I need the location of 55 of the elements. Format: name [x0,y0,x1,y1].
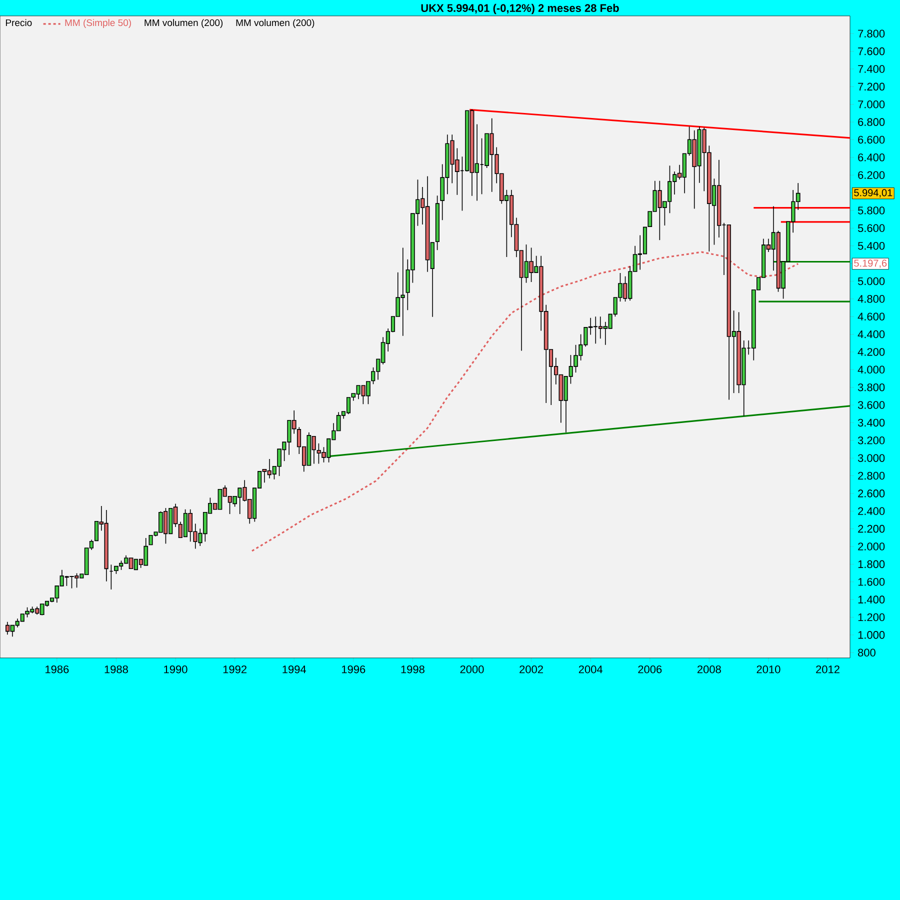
text: Precio [6,19,32,26]
y-tick-label: 2.600 [858,490,885,498]
y-tick-label: 4.800 [858,295,885,303]
y-tick-label: 1.200 [858,613,885,622]
x-tick-label: 2004 [578,665,602,674]
y-tick-label: 6.400 [858,154,885,162]
y-tick-label: 1.600 [858,578,885,586]
y-tick-label: 800 [858,648,876,657]
y-tick-label: 6.800 [858,118,885,126]
chart-title: UKX 5.994,01 (-0,12%) 2 meses 28 Feb [421,4,619,14]
x-tick-label: 2000 [460,665,484,674]
y-tick-label: 2.400 [858,507,885,516]
y-tick-label: 5.600 [858,224,885,232]
x-tick-label: 1994 [282,665,306,674]
x-tick-label: 1992 [223,665,246,674]
text: 5.994,01 [854,189,892,198]
y-tick-label: 1.800 [858,560,885,568]
annotation: MM volumen (200) [236,19,314,28]
y-tick-label: 7.200 [858,82,885,91]
x-tick-label: 2012 [816,665,840,674]
y-tick-label: 6.200 [858,171,885,179]
annotation: MM volumen (200) [144,19,223,28]
x-tick-label: 1988 [104,665,128,674]
y-tick-label: 7.600 [858,47,885,56]
y-tick-label: 3.400 [858,418,885,427]
y-tick-label: 6.600 [858,136,885,144]
y-tick-label: 4.600 [858,312,885,320]
y-tick-label: 1.400 [858,596,885,604]
x-tick-label: 1986 [46,665,69,674]
y-tick-label: 2.000 [858,542,885,550]
y-tick-label: 2.200 [858,524,885,533]
y-tick-label: 7.400 [858,65,885,73]
y-tick-label: 3.000 [858,454,885,462]
y-tick-label: 4.400 [858,330,885,338]
y-tick-label: 3.800 [858,383,885,392]
x-tick-label: 1998 [401,665,424,674]
x-tick-label: 2008 [697,665,721,674]
y-tick-label: 7.800 [858,30,885,38]
x-tick-label: 2010 [756,665,780,674]
y-tick-label: 2.800 [858,472,885,480]
y-tick-label: 5.400 [858,242,885,250]
y-tick-label: 7.000 [858,100,885,108]
y-tick-label: 3.600 [858,401,885,409]
text: 5.197,6 [854,260,887,268]
y-tick-label: 4.200 [858,348,885,356]
y-tick-label: 1.000 [858,631,885,639]
y-tick-label: 5.000 [858,277,885,286]
x-tick-label: 1990 [164,665,188,674]
x-tick-label: 2002 [520,665,543,674]
legend-label: MM (Simple 50) [65,19,131,28]
y-tick-label: 5.800 [858,206,885,214]
x-tick-label: 1996 [342,665,366,674]
y-tick-label: 4.000 [858,366,885,374]
x-tick-label: 2006 [638,665,662,674]
y-tick-label: 3.200 [858,436,885,444]
